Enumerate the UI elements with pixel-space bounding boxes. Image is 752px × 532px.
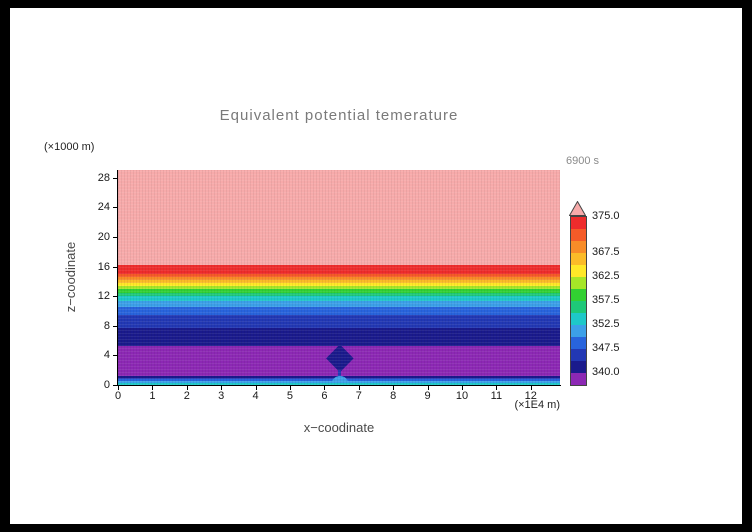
colorbar-tick-label: 367.5	[592, 246, 620, 258]
colorbar	[570, 216, 587, 386]
y-tick-label: 4	[103, 349, 110, 362]
x-tick-label: 11	[490, 390, 503, 402]
x-tick-mark	[221, 386, 223, 390]
x-tick-mark	[289, 386, 291, 390]
colorbar-box	[571, 337, 586, 349]
y-tick-mark	[113, 177, 118, 179]
x-tick-label: 8	[390, 390, 397, 402]
x-tick-label: 1	[149, 390, 156, 402]
theta-e-band	[118, 382, 560, 385]
y-axis-title: z−coodinate	[63, 241, 78, 313]
colorbar-box	[571, 349, 586, 361]
colorbar-tick-label: 347.5	[592, 342, 620, 354]
x-tick-mark	[152, 386, 154, 390]
time-stamp-label: 6900 s	[566, 155, 600, 167]
y-tick-label: 0	[103, 379, 110, 391]
y-tick-mark	[113, 266, 118, 268]
theta-e-band	[118, 279, 560, 283]
x-tick-label: 0	[114, 390, 122, 402]
x-tick-label: 7	[355, 390, 362, 402]
colorbar-box	[571, 217, 586, 229]
x-axis-line	[117, 385, 561, 386]
x-tick-label: 4	[252, 390, 259, 402]
contour-plot-area	[118, 170, 560, 385]
colorbar-tick-label: 362.5	[592, 270, 620, 282]
x-tick-label: 5	[286, 390, 294, 402]
x-tick-mark	[324, 386, 326, 390]
x-tick-label: 6	[321, 390, 328, 402]
y-tick-label: 24	[97, 201, 110, 214]
theta-e-band	[118, 292, 560, 297]
y-tick-mark	[113, 296, 118, 298]
x-tick-label: 3	[218, 390, 225, 402]
theta-e-band	[118, 296, 560, 302]
x-tick-mark	[186, 386, 188, 390]
theta-e-band	[118, 301, 560, 308]
x-tick-mark	[393, 386, 395, 390]
colorbar-tick-label: 357.5	[592, 294, 620, 306]
y-tick-mark	[113, 385, 118, 386]
colorbar-box	[571, 241, 586, 253]
x-tick-mark	[255, 386, 257, 390]
x-tick-label: 12	[524, 390, 537, 402]
colorbar-box	[571, 229, 586, 241]
theta-e-band	[118, 265, 560, 274]
colorbar-box	[571, 265, 586, 277]
x-axis-title: x−coodinate	[303, 420, 375, 435]
y-tick-mark	[113, 236, 118, 238]
colorbar-box	[571, 373, 586, 385]
theta-e-band	[118, 170, 560, 266]
theta-e-band	[118, 285, 560, 289]
theta-e-band	[118, 328, 560, 346]
y-tick-mark	[113, 355, 118, 357]
anomaly-stem	[338, 370, 342, 381]
x-tick-mark	[496, 386, 498, 390]
x-tick-label: 2	[183, 390, 190, 402]
x-tick-mark	[461, 386, 463, 390]
y-axis-unit-label: (×1000 m)	[44, 141, 95, 153]
colorbar-box	[571, 361, 586, 373]
colorbar-tick-label: 340.0	[592, 366, 620, 378]
theta-e-band	[118, 307, 560, 316]
colorbar-box	[571, 253, 586, 265]
colorbar-overflow-arrow	[569, 201, 586, 216]
theta-e-band	[118, 274, 560, 277]
y-tick-mark	[113, 207, 118, 209]
y-tick-label: 20	[97, 230, 110, 243]
colorbar-box	[571, 313, 586, 325]
theta-e-band	[118, 315, 560, 329]
x-tick-mark	[427, 386, 429, 390]
x-tick-mark	[530, 386, 532, 390]
x-tick-label: 9	[424, 390, 431, 402]
y-tick-label: 28	[97, 171, 110, 184]
y-tick-label: 12	[97, 290, 110, 303]
colorbar-tick-label: 352.5	[592, 318, 620, 330]
x-tick-mark	[118, 386, 119, 390]
y-tick-mark	[113, 325, 118, 327]
y-tick-label: 16	[97, 260, 110, 273]
colorbar-box	[571, 325, 586, 337]
chart-title: Equivalent potential temerature	[219, 107, 459, 124]
anomaly-surface-bump	[331, 376, 348, 383]
theta-e-band	[118, 282, 560, 286]
colorbar-box	[571, 301, 586, 313]
y-tick-label: 8	[103, 319, 110, 332]
x-tick-mark	[358, 386, 360, 390]
colorbar-box	[571, 277, 586, 289]
theta-e-band	[118, 276, 560, 280]
colorbar-tick-label: 375.0	[592, 210, 620, 222]
theta-e-band	[118, 288, 560, 293]
x-tick-label: 10	[455, 390, 469, 402]
x-axis-unit-label: (×1E4 m)	[514, 399, 560, 411]
y-axis-line	[117, 170, 118, 386]
colorbar-box	[571, 289, 586, 301]
